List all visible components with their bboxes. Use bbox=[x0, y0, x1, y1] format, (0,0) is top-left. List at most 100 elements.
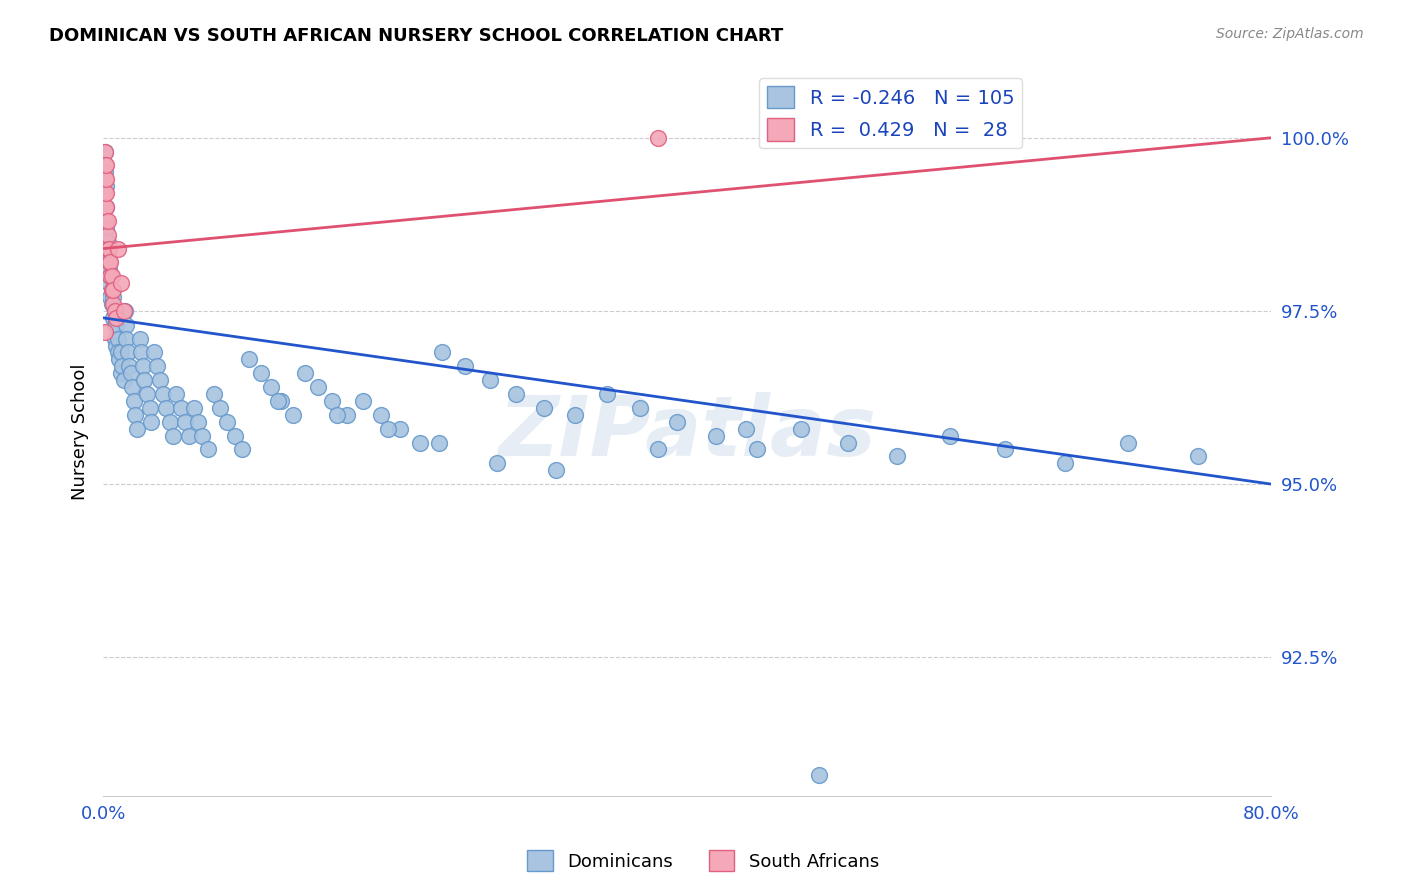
Point bbox=[886, 450, 908, 464]
Point bbox=[94, 179, 117, 194]
Point bbox=[96, 214, 118, 228]
Point bbox=[544, 463, 567, 477]
Point bbox=[115, 318, 138, 332]
Point bbox=[647, 442, 669, 457]
Point bbox=[112, 304, 135, 318]
Point bbox=[191, 428, 214, 442]
Point bbox=[129, 345, 152, 359]
Point bbox=[486, 456, 509, 470]
Point bbox=[94, 159, 117, 173]
Point bbox=[146, 359, 169, 374]
Point bbox=[202, 387, 225, 401]
Point bbox=[183, 401, 205, 415]
Point bbox=[388, 422, 411, 436]
Point bbox=[101, 283, 124, 297]
Point bbox=[117, 345, 139, 359]
Point bbox=[149, 373, 172, 387]
Point bbox=[94, 200, 117, 214]
Point bbox=[1054, 456, 1077, 470]
Point bbox=[100, 290, 122, 304]
Point bbox=[267, 394, 290, 409]
Point bbox=[704, 428, 727, 442]
Point bbox=[96, 235, 118, 249]
Point bbox=[128, 332, 150, 346]
Point bbox=[377, 422, 399, 436]
Legend: R = -0.246   N = 105, R =  0.429   N =  28: R = -0.246 N = 105, R = 0.429 N = 28 bbox=[759, 78, 1022, 148]
Text: DOMINICAN VS SOUTH AFRICAN NURSERY SCHOOL CORRELATION CHART: DOMINICAN VS SOUTH AFRICAN NURSERY SCHOO… bbox=[49, 27, 783, 45]
Point bbox=[533, 401, 555, 415]
Point bbox=[370, 408, 392, 422]
Point bbox=[98, 262, 121, 277]
Point bbox=[260, 380, 283, 394]
Point bbox=[108, 352, 131, 367]
Point bbox=[1187, 450, 1209, 464]
Point bbox=[321, 394, 343, 409]
Point bbox=[132, 373, 155, 387]
Point bbox=[152, 387, 174, 401]
Point bbox=[120, 366, 142, 380]
Point bbox=[807, 768, 830, 782]
Point bbox=[187, 415, 209, 429]
Point bbox=[131, 359, 153, 374]
Point bbox=[101, 269, 124, 284]
Point bbox=[238, 352, 260, 367]
Point bbox=[93, 200, 115, 214]
Point bbox=[104, 318, 127, 332]
Point bbox=[217, 415, 239, 429]
Point bbox=[111, 359, 134, 374]
Point bbox=[112, 373, 135, 387]
Point bbox=[100, 269, 122, 284]
Point bbox=[197, 442, 219, 457]
Point bbox=[747, 442, 769, 457]
Point bbox=[100, 255, 122, 269]
Y-axis label: Nursery School: Nursery School bbox=[72, 364, 89, 500]
Point bbox=[249, 366, 271, 380]
Point bbox=[98, 277, 121, 291]
Point bbox=[136, 387, 159, 401]
Point bbox=[994, 442, 1017, 457]
Point bbox=[231, 442, 253, 457]
Point bbox=[409, 435, 432, 450]
Point bbox=[100, 269, 122, 284]
Point bbox=[155, 401, 177, 415]
Legend: Dominicans, South Africans: Dominicans, South Africans bbox=[520, 843, 886, 879]
Point bbox=[98, 255, 121, 269]
Point bbox=[93, 165, 115, 179]
Point bbox=[143, 345, 166, 359]
Point bbox=[105, 318, 128, 332]
Point bbox=[790, 422, 813, 436]
Point bbox=[564, 408, 586, 422]
Point bbox=[96, 242, 118, 256]
Point bbox=[454, 359, 477, 374]
Point bbox=[939, 428, 962, 442]
Point bbox=[596, 387, 619, 401]
Point bbox=[94, 172, 117, 186]
Point bbox=[665, 415, 688, 429]
Point bbox=[325, 408, 347, 422]
Point bbox=[107, 345, 129, 359]
Point bbox=[101, 297, 124, 311]
Point bbox=[94, 220, 117, 235]
Point bbox=[628, 401, 651, 415]
Point bbox=[104, 304, 127, 318]
Point bbox=[103, 310, 125, 325]
Point bbox=[105, 338, 128, 352]
Point bbox=[110, 277, 132, 291]
Point bbox=[107, 242, 129, 256]
Text: ZIPatlas: ZIPatlas bbox=[498, 392, 876, 473]
Point bbox=[94, 186, 117, 201]
Point bbox=[110, 366, 132, 380]
Point bbox=[734, 422, 756, 436]
Point bbox=[124, 408, 146, 422]
Point bbox=[125, 422, 148, 436]
Point bbox=[336, 408, 359, 422]
Point bbox=[224, 428, 246, 442]
Point bbox=[94, 214, 117, 228]
Point bbox=[647, 130, 669, 145]
Point bbox=[103, 297, 125, 311]
Point bbox=[162, 428, 184, 442]
Point bbox=[294, 366, 316, 380]
Point bbox=[139, 401, 162, 415]
Point bbox=[94, 200, 117, 214]
Point bbox=[104, 304, 127, 318]
